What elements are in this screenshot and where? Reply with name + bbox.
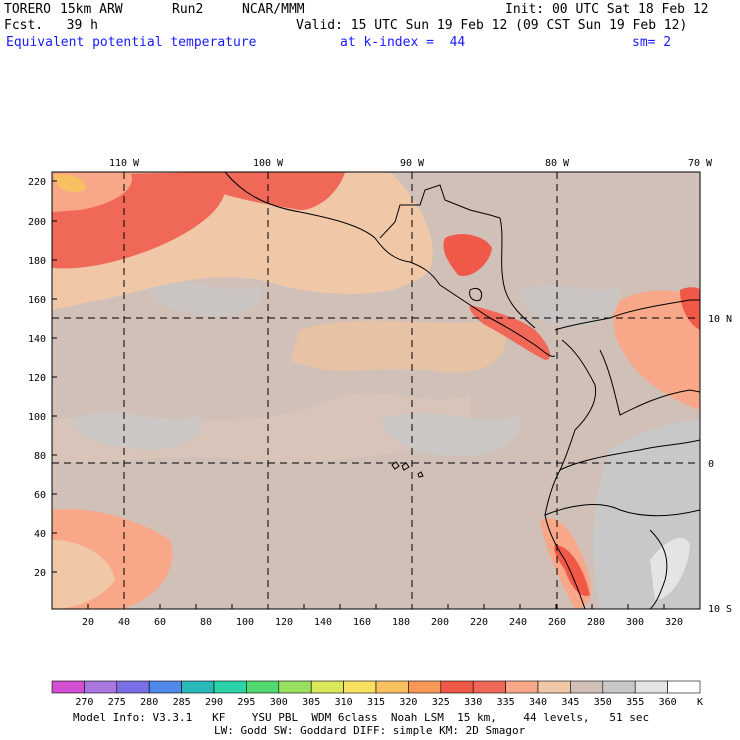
- colorbar-swatch: [375, 680, 409, 694]
- colorbar-swatch: [213, 680, 247, 694]
- colorbar-label: 335: [497, 697, 515, 708]
- colorbar-label: 350: [594, 697, 612, 708]
- init-time: Init: 00 UTC Sat 18 Feb 12: [505, 2, 709, 17]
- lon-label-110w: 110 W: [109, 158, 140, 169]
- colorbar-label: 355: [626, 697, 644, 708]
- lat-label-0: 0: [708, 459, 714, 470]
- resolution-label: 15km ARW: [60, 2, 123, 17]
- smoothing-label: sm= 2: [632, 35, 672, 50]
- y-tick-160: 160: [28, 295, 46, 306]
- colorbar-label: 325: [432, 697, 450, 708]
- colorbar-swatch: [116, 680, 150, 694]
- colorbar-swatch: [634, 680, 668, 694]
- x-tick-300: 300: [626, 617, 644, 628]
- x-tick-260: 260: [548, 617, 566, 628]
- coastlines: [224, 172, 700, 609]
- x-tick-280: 280: [587, 617, 605, 628]
- colorbar-swatch: [148, 680, 182, 694]
- x-tick-180: 180: [392, 617, 410, 628]
- run-label: Run2: [172, 2, 204, 17]
- y-tick-180: 180: [28, 256, 46, 267]
- colorbar-swatch: [343, 680, 377, 694]
- x-tick-160: 160: [353, 617, 371, 628]
- colorbar-label: 285: [173, 697, 191, 708]
- y-tick-100: 100: [28, 412, 46, 423]
- y-tick-60: 60: [34, 490, 46, 501]
- colorbar-label: 340: [529, 697, 547, 708]
- x-tick-40: 40: [118, 617, 130, 628]
- y-tick-20: 20: [34, 568, 46, 579]
- top-longitude-labels: 110 W 100 W 90 W 80 W 70 W: [109, 158, 713, 169]
- x-tick-80: 80: [200, 617, 212, 628]
- y-tick-80: 80: [34, 451, 46, 462]
- colorbar-label: 315: [367, 697, 385, 708]
- colorbar-swatch: [246, 680, 280, 694]
- level-label: at k-index = 44: [340, 35, 466, 50]
- right-latitude-labels: 10 N 0 10 S: [708, 314, 732, 615]
- lon-label-70w: 70 W: [688, 158, 713, 169]
- colorbar-swatch: [537, 680, 571, 694]
- x-tick-100: 100: [236, 617, 254, 628]
- colorbar-label: 360: [659, 697, 677, 708]
- org-label: NCAR/MMM: [242, 2, 305, 17]
- lon-label-90w: 90 W: [400, 158, 425, 169]
- x-tick-240: 240: [509, 617, 527, 628]
- colorbar-label: 345: [561, 697, 579, 708]
- colorbar-label: 280: [140, 697, 158, 708]
- colorbar-swatch: [602, 680, 636, 694]
- theta-e-field: [52, 172, 700, 609]
- left-y-tick-labels: 220 200 180 160 140 120 100 80 60 40 20: [28, 177, 46, 579]
- colorbar-label: 310: [335, 697, 353, 708]
- y-tick-200: 200: [28, 217, 46, 228]
- colorbar-swatch: [278, 680, 312, 694]
- axis-ticks: [52, 180, 665, 609]
- colorbar-label: 330: [464, 697, 482, 708]
- x-tick-60: 60: [154, 617, 166, 628]
- colorbar-swatch: [181, 680, 215, 694]
- colorbar-swatch: [51, 680, 85, 694]
- x-tick-20: 20: [82, 617, 94, 628]
- y-tick-120: 120: [28, 373, 46, 384]
- colorbar-label: 320: [399, 697, 417, 708]
- valid-time: Valid: 15 UTC Sun 19 Feb 12 (09 CST Sun …: [296, 18, 688, 33]
- y-tick-40: 40: [34, 529, 46, 540]
- colorbar-swatch: [84, 680, 118, 694]
- colorbar-swatch: [505, 680, 539, 694]
- x-tick-120: 120: [275, 617, 293, 628]
- colorbar-label: 275: [108, 697, 126, 708]
- colorbar-swatch: [310, 680, 344, 694]
- lat-label-10n: 10 N: [708, 314, 732, 325]
- footer-physics-info: LW: Godd SW: Goddard DIFF: simple KM: 2D…: [214, 724, 526, 737]
- colorbar-label: 295: [237, 697, 255, 708]
- colorbar-label: 290: [205, 697, 223, 708]
- lat-lon-grid: [52, 172, 700, 609]
- field-name: Equivalent potential temperature: [6, 35, 257, 50]
- colorbar-swatch: [408, 680, 442, 694]
- colorbar-label: 270: [75, 697, 93, 708]
- colorbar-label: 305: [302, 697, 320, 708]
- x-tick-220: 220: [470, 617, 488, 628]
- colorbar-labels: 270 275 280 285 290 295 300 305 310 315 320 325 330 3…: [75, 697, 676, 708]
- lon-label-80w: 80 W: [545, 158, 570, 169]
- colorbar: [51, 680, 701, 694]
- x-tick-140: 140: [314, 617, 332, 628]
- colorbar-swatch: [570, 680, 604, 694]
- colorbar-swatch: [440, 680, 474, 694]
- footer-model-info: Model Info: V3.3.1 KF YSU PBL WDM 6class…: [73, 711, 650, 724]
- x-tick-320: 320: [665, 617, 683, 628]
- colorbar-unit: K: [697, 697, 703, 708]
- x-tick-200: 200: [431, 617, 449, 628]
- y-tick-140: 140: [28, 334, 46, 345]
- colorbar-label: 300: [270, 697, 288, 708]
- forecast-hour: Fcst. 39 h: [4, 18, 98, 33]
- colorbar-swatch: [667, 680, 701, 694]
- colorbar-swatch: [472, 680, 506, 694]
- model-name: TORERO: [4, 2, 51, 17]
- lon-label-100w: 100 W: [253, 158, 284, 169]
- lat-label-10s: 10 S: [708, 604, 732, 615]
- bottom-x-tick-labels: 20 40 60 80 100 120 140 160 180 200 220 …: [82, 617, 683, 628]
- y-tick-220: 220: [28, 177, 46, 188]
